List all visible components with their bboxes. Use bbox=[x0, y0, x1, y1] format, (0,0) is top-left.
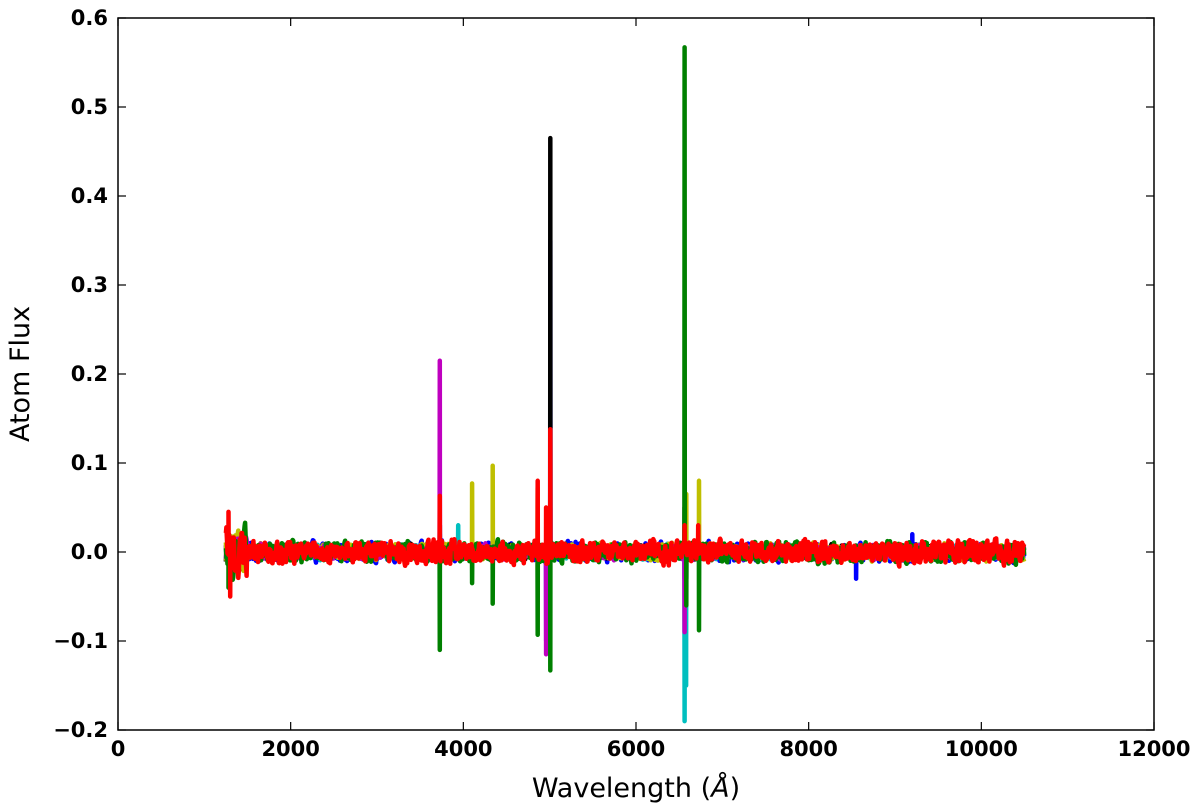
x-tick-label: 0 bbox=[111, 737, 126, 761]
x-tick-label: 12000 bbox=[1117, 737, 1190, 761]
spectrum-series-line bbox=[223, 135, 1027, 581]
x-tick-label: 4000 bbox=[434, 737, 492, 761]
y-tick-label: 0.1 bbox=[71, 451, 108, 475]
y-tick-label: 0.4 bbox=[71, 184, 108, 208]
x-tick-label: 6000 bbox=[607, 737, 665, 761]
spectrum-series-line bbox=[223, 238, 1027, 644]
y-tick-label: 0.6 bbox=[71, 6, 108, 30]
x-axis-label: Wavelength (Å) bbox=[532, 772, 740, 804]
x-tick-label: 2000 bbox=[261, 737, 319, 761]
x-tick-label: 10000 bbox=[945, 737, 1018, 761]
ticks-layer: 0 2000 4000 6000 8000 10000 12000 −0.2 −0.1 0.0 0.… bbox=[53, 6, 1190, 761]
y-tick-label: −0.2 bbox=[53, 718, 108, 742]
y-tick-label: 0.3 bbox=[71, 273, 108, 297]
y-tick-label: 0.0 bbox=[71, 540, 108, 564]
y-tick-label: 0.2 bbox=[71, 362, 108, 386]
spectrum-series-line bbox=[223, 45, 1027, 673]
plot-frame bbox=[117, 17, 1155, 731]
y-axis-label: Atom Flux bbox=[5, 306, 36, 442]
spectrum-series-line bbox=[223, 358, 1027, 657]
y-tick-label: 0.5 bbox=[71, 95, 108, 119]
series-layer bbox=[223, 45, 1027, 724]
x-tick-label: 8000 bbox=[779, 737, 837, 761]
spectrum-series-line bbox=[223, 426, 1027, 599]
y-tick-label: −0.1 bbox=[53, 629, 108, 653]
